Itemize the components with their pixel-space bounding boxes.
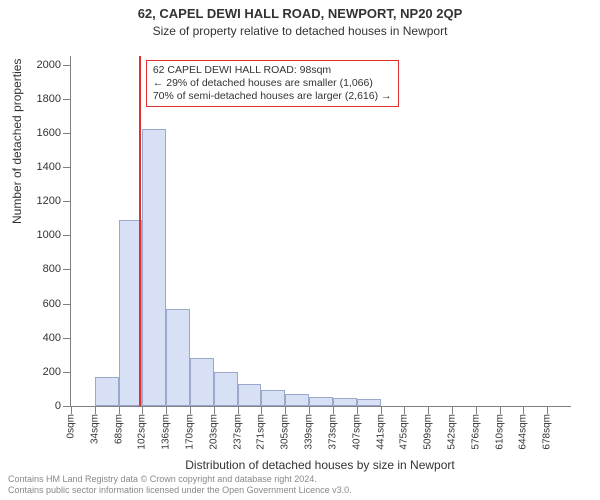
annotation-line-3: 70% of semi-detached houses are larger (… xyxy=(153,90,392,103)
x-tick xyxy=(119,406,120,414)
chart-plot-area: 02004006008001000120014001600180020000sq… xyxy=(70,56,571,407)
footer-attribution: Contains HM Land Registry data © Crown c… xyxy=(8,474,352,496)
x-tick xyxy=(333,406,334,414)
x-tick xyxy=(261,406,262,414)
bar xyxy=(357,399,381,406)
x-tick-label: 170sqm xyxy=(185,414,196,450)
x-tick-label: 68sqm xyxy=(113,414,124,444)
bar xyxy=(214,372,238,406)
y-tick-label: 200 xyxy=(43,366,61,378)
y-tick xyxy=(63,133,71,134)
bar xyxy=(190,358,214,406)
y-tick xyxy=(63,269,71,270)
x-tick xyxy=(500,406,501,414)
x-tick-label: 305sqm xyxy=(280,414,291,450)
x-tick xyxy=(452,406,453,414)
y-tick-label: 0 xyxy=(55,400,61,412)
x-tick-label: 237sqm xyxy=(232,414,243,450)
y-tick-label: 600 xyxy=(43,298,61,310)
highlight-line xyxy=(139,56,141,406)
annotation-box: 62 CAPEL DEWI HALL ROAD: 98sqm← 29% of d… xyxy=(146,60,399,107)
bar xyxy=(238,384,262,406)
bar xyxy=(333,398,357,406)
x-tick-label: 576sqm xyxy=(470,414,481,450)
y-tick xyxy=(63,235,71,236)
x-tick-label: 542sqm xyxy=(446,414,457,450)
x-tick-label: 407sqm xyxy=(351,414,362,450)
y-tick-label: 2000 xyxy=(37,59,61,71)
x-tick xyxy=(428,406,429,414)
y-tick-label: 1600 xyxy=(37,127,61,139)
x-tick xyxy=(285,406,286,414)
x-tick-label: 678sqm xyxy=(542,414,553,450)
x-tick xyxy=(476,406,477,414)
footer-line-2: Contains public sector information licen… xyxy=(8,485,352,496)
x-tick xyxy=(547,406,548,414)
y-tick-label: 800 xyxy=(43,263,61,275)
x-tick-label: 509sqm xyxy=(423,414,434,450)
x-tick xyxy=(166,406,167,414)
title-sub: Size of property relative to detached ho… xyxy=(0,24,600,38)
footer-line-1: Contains HM Land Registry data © Crown c… xyxy=(8,474,352,485)
bar xyxy=(142,129,166,406)
x-tick xyxy=(309,406,310,414)
bar xyxy=(261,390,285,406)
bar xyxy=(95,377,119,406)
x-tick xyxy=(523,406,524,414)
y-tick xyxy=(63,65,71,66)
x-tick-label: 441sqm xyxy=(375,414,386,450)
annotation-line-1: 62 CAPEL DEWI HALL ROAD: 98sqm xyxy=(153,64,392,77)
title-main: 62, CAPEL DEWI HALL ROAD, NEWPORT, NP20 … xyxy=(0,6,600,21)
x-tick-label: 34sqm xyxy=(89,414,100,444)
x-tick xyxy=(404,406,405,414)
x-tick-label: 610sqm xyxy=(494,414,505,450)
x-tick xyxy=(214,406,215,414)
annotation-line-2: ← 29% of detached houses are smaller (1,… xyxy=(153,77,392,90)
y-axis-title: Number of detached properties xyxy=(10,59,24,224)
bar xyxy=(285,394,309,406)
x-tick-label: 203sqm xyxy=(208,414,219,450)
x-tick xyxy=(357,406,358,414)
x-tick-label: 102sqm xyxy=(137,414,148,450)
bar xyxy=(309,397,333,406)
y-tick xyxy=(63,99,71,100)
x-tick-label: 271sqm xyxy=(256,414,267,450)
x-tick xyxy=(238,406,239,414)
x-tick-label: 339sqm xyxy=(304,414,315,450)
y-tick-label: 1000 xyxy=(37,229,61,241)
y-tick xyxy=(63,372,71,373)
x-tick xyxy=(190,406,191,414)
y-tick xyxy=(63,167,71,168)
y-tick-label: 1200 xyxy=(37,195,61,207)
x-tick-label: 136sqm xyxy=(161,414,172,450)
y-tick xyxy=(63,201,71,202)
y-tick-label: 1400 xyxy=(37,161,61,173)
x-tick-label: 0sqm xyxy=(66,414,77,438)
x-tick xyxy=(381,406,382,414)
x-tick xyxy=(71,406,72,414)
bar xyxy=(166,309,190,406)
y-tick xyxy=(63,338,71,339)
x-tick xyxy=(142,406,143,414)
y-tick-label: 400 xyxy=(43,332,61,344)
x-tick-label: 373sqm xyxy=(327,414,338,450)
y-tick xyxy=(63,304,71,305)
x-axis-title: Distribution of detached houses by size … xyxy=(70,458,570,472)
x-tick xyxy=(95,406,96,414)
x-tick-label: 644sqm xyxy=(518,414,529,450)
y-tick-label: 1800 xyxy=(37,93,61,105)
y-tick xyxy=(63,406,71,407)
x-tick-label: 475sqm xyxy=(399,414,410,450)
